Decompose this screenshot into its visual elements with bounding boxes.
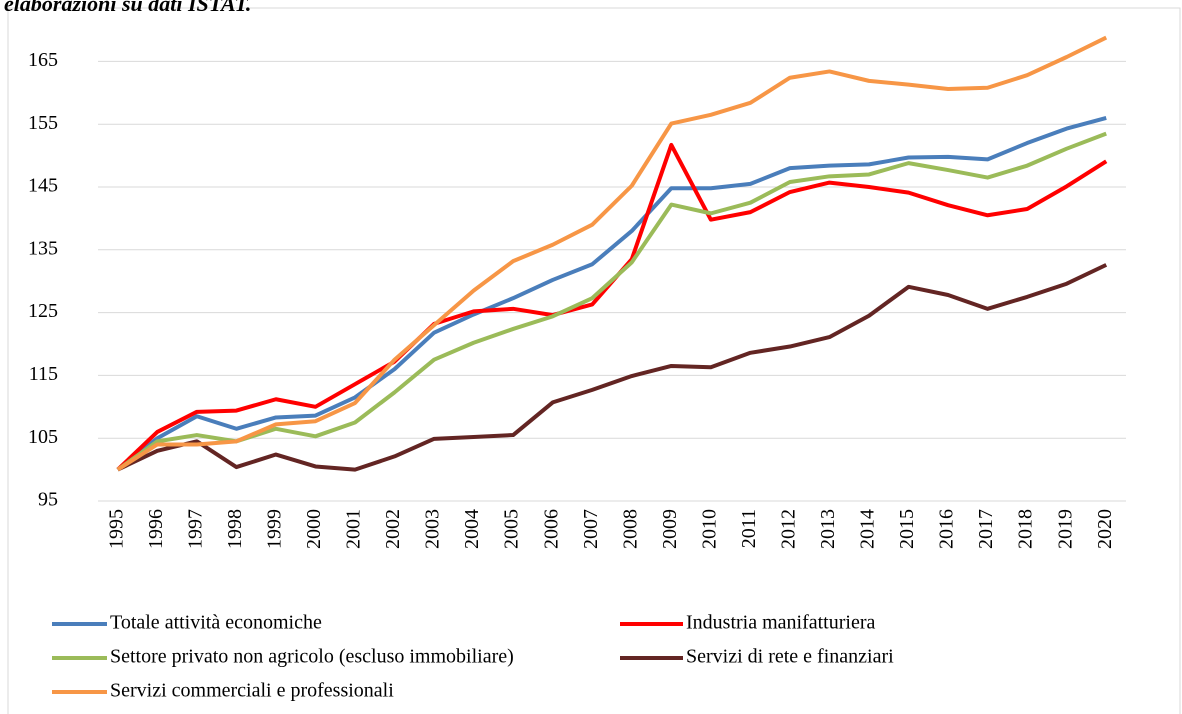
y-tick-label: 95 bbox=[38, 489, 58, 511]
x-tick-label: 1999 bbox=[264, 509, 286, 549]
y-tick-label: 115 bbox=[29, 363, 58, 385]
x-tick-label: 2009 bbox=[659, 509, 681, 549]
y-tick-label: 155 bbox=[28, 112, 58, 134]
x-tick-label: 2014 bbox=[857, 509, 879, 549]
x-tick-label: 2015 bbox=[896, 509, 918, 549]
x-tick-label: 2017 bbox=[975, 509, 997, 549]
x-tick-label: 2004 bbox=[461, 509, 483, 549]
x-tick-label: 2005 bbox=[501, 509, 523, 549]
x-tick-label: 2020 bbox=[1094, 509, 1116, 549]
y-tick-label: 105 bbox=[28, 426, 58, 448]
x-tick-label: 2019 bbox=[1054, 509, 1076, 549]
x-tick-label: 2003 bbox=[422, 509, 444, 549]
legend-label: Industria manifatturiera bbox=[686, 612, 875, 634]
legend-label: Totale attività economiche bbox=[110, 612, 322, 634]
x-tick-label: 2008 bbox=[619, 509, 641, 549]
x-tick-label: 2013 bbox=[817, 509, 839, 549]
x-tick-label: 2012 bbox=[778, 509, 800, 549]
series-line bbox=[116, 35, 1108, 472]
chart-subtitle: elaborazioni su dati ISTAT. bbox=[4, 0, 251, 16]
y-tick-label: 125 bbox=[28, 300, 58, 322]
legend-label: Servizi commerciali e professionali bbox=[110, 680, 394, 702]
y-tick-label: 145 bbox=[28, 175, 58, 197]
series-line bbox=[116, 263, 1108, 472]
x-tick-label: 1996 bbox=[145, 509, 167, 549]
x-tick-label: 1995 bbox=[105, 509, 127, 549]
x-tick-label: 2018 bbox=[1015, 509, 1037, 549]
x-tick-label: 2000 bbox=[303, 509, 325, 549]
x-tick-label: 2006 bbox=[540, 509, 562, 549]
x-tick-label: 1998 bbox=[224, 509, 246, 549]
legend-label: Servizi di rete e finanziari bbox=[686, 646, 894, 668]
series-line bbox=[116, 131, 1107, 472]
legend-label: Settore privato non agricolo (escluso im… bbox=[110, 646, 514, 668]
chart-border bbox=[7, 7, 1181, 714]
series-line bbox=[116, 115, 1107, 472]
x-tick-label: 2011 bbox=[738, 509, 760, 548]
y-tick-label: 165 bbox=[28, 49, 58, 71]
y-tick-label: 135 bbox=[28, 237, 58, 259]
x-tick-label: 2002 bbox=[382, 509, 404, 549]
x-tick-label: 2016 bbox=[936, 509, 958, 549]
x-tick-label: 2010 bbox=[698, 509, 720, 549]
x-tick-label: 2001 bbox=[343, 509, 365, 549]
x-tick-label: 2007 bbox=[580, 509, 602, 549]
x-tick-label: 1997 bbox=[184, 509, 206, 549]
